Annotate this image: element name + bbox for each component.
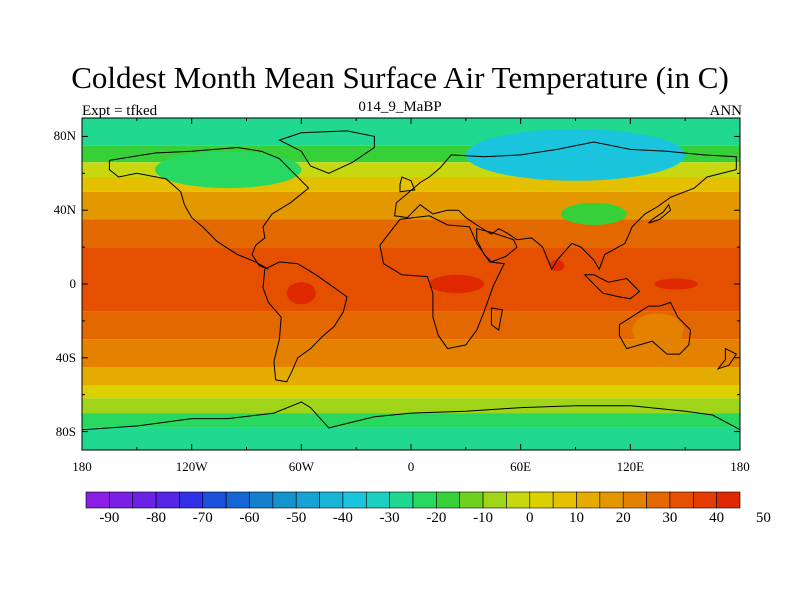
colorbar-swatch [576,491,601,509]
temperature-anomaly [429,274,485,294]
colorbar-label: -20 [426,510,447,526]
colorbar-swatch [622,491,647,509]
coastline-japan [648,203,672,224]
experiment-label: Expt = tfked [82,103,158,119]
temperature-band [82,191,740,220]
colorbar-label: 40 [709,510,725,526]
y-tick-label: 80N [53,128,76,144]
temperature-anomaly [465,129,686,181]
chart-title: Coldest Month Mean Surface Air Temperatu… [71,60,729,95]
x-tick-label: 120E [616,459,645,474]
colorbar-swatch [436,491,461,509]
temperature-anomaly [632,313,684,347]
colorbar-swatch [482,491,507,509]
coastline-africa [379,215,505,350]
coastline-australia [618,301,692,355]
colorbar-label: -10 [473,510,494,526]
colorbar-swatch [389,491,414,509]
colorbar-swatch [85,491,110,509]
temperature-band [82,247,740,312]
coastline-south-america [262,261,348,383]
colorbar-label: 50 [755,510,771,526]
colorbar-label: -90 [99,510,120,526]
colorbar-label: 20 [615,510,631,526]
temperature-band [82,385,740,399]
colorbar-label: -70 [192,510,213,526]
temperature-anomaly [549,260,565,272]
colorbar-swatch [202,491,227,509]
coastline-new-zealand [716,347,738,370]
colorbar-swatch [669,491,694,509]
colorbar-label: -60 [239,510,260,526]
y-tick-label: 40N [53,202,76,218]
coastline-antarctica [82,401,740,450]
y-tick-label: 0 [69,276,77,291]
x-tick-label: 0 [407,459,415,474]
colorbar-swatch [412,491,437,509]
colorbar-label: 0 [526,510,534,526]
colorbar-swatch [716,491,741,509]
temperature-band [82,339,740,367]
temperature-band [82,311,740,340]
colorbar-swatch [155,491,180,509]
colorbar-label: -80 [146,510,167,526]
colorbar-swatch [459,491,484,509]
colorbar-swatch [179,491,204,509]
temperature-band [82,427,740,450]
colorbar-swatch [506,491,531,509]
colorbar-swatch [599,491,624,509]
temperature-band [82,398,740,414]
season-label: ANN [709,103,743,119]
colorbar-swatch [249,491,274,509]
temperature-anomaly [286,282,316,305]
colorbar-swatch [225,491,250,509]
colorbar-swatch [272,491,297,509]
y-tick-label: 40S [55,349,76,365]
x-tick-label: 180 [730,459,750,474]
coastline-arabia [476,228,518,263]
colorbar-label: -30 [379,510,400,526]
colorbar-swatch [132,491,157,509]
colorbar-swatch [342,491,367,509]
colorbar-swatch [529,491,554,509]
coastline-north-america [108,146,310,270]
temperature-anomaly [560,202,627,225]
x-tick-label: 60W [288,459,314,474]
colorbar-label: -40 [332,510,353,526]
x-tick-label: 180 [72,459,92,474]
colorbar-swatch [365,491,390,509]
colorbar-swatch [646,491,671,509]
coastline-uk [399,176,416,193]
colorbar-label: -50 [286,510,307,526]
temperature-band [82,219,740,248]
colorbar-swatch [692,491,717,509]
temperature-anomaly [155,151,302,189]
colorbar-swatch [109,491,134,509]
temperature-band [82,367,740,386]
colorbar-label: 10 [569,510,584,526]
y-tick-label: 80S [55,423,76,439]
time-period-label: 014_9_MaBP [358,99,442,115]
x-tick-label: 120W [175,459,208,474]
colorbar-swatch [295,491,320,509]
coastline-eurasia [394,141,737,271]
temperature-anomaly [654,278,698,290]
coastline-madagascar [490,307,503,331]
x-tick-label: 60E [510,459,532,474]
colorbar-label: 30 [662,510,678,526]
coastline-greenland [278,130,375,174]
coastline-indonesia [583,274,641,300]
colorbar-swatch [552,491,577,509]
colorbar-swatch [319,491,344,509]
